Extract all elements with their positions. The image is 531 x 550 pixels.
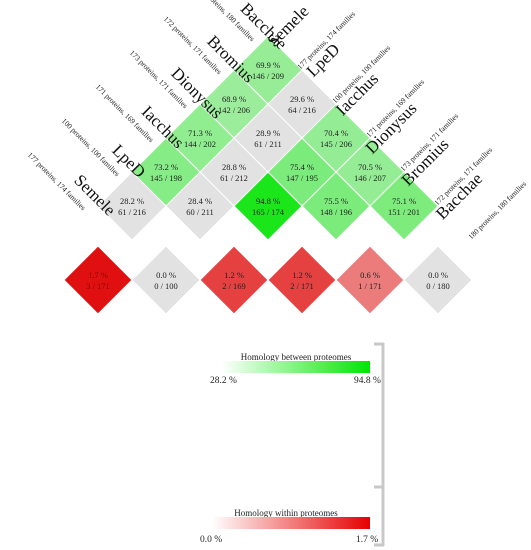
- between-cell-count: 146 / 209: [252, 71, 284, 81]
- within-cell: [267, 245, 337, 315]
- between-cell-percent: 28.9 %: [256, 128, 280, 138]
- within-cell-count: 2 / 171: [290, 281, 314, 291]
- within-cell-count: 0 / 180: [426, 281, 450, 291]
- within-cell-percent: 0.6 %: [360, 270, 380, 280]
- legend-within-title: Homology within proteomes: [234, 508, 338, 518]
- between-cell-percent: 69.9 %: [256, 60, 280, 70]
- right-axis-label-name: LpeD: [303, 40, 344, 81]
- between-cell-percent: 28.4 %: [188, 196, 212, 206]
- within-cell: [335, 245, 405, 315]
- between-cell-percent: 71.3 %: [188, 128, 212, 138]
- between-cell-percent: 70.4 %: [324, 128, 348, 138]
- within-cell-percent: 1.2 %: [292, 270, 312, 280]
- within-cell-percent: 1.7 %: [88, 270, 108, 280]
- between-cell-count: 145 / 198: [150, 173, 182, 183]
- between-cell-count: 165 / 174: [252, 207, 285, 217]
- within-cell: [199, 245, 269, 315]
- legend-between-title: Homology between proteomes: [241, 352, 352, 362]
- between-cell-count: 61 / 211: [254, 139, 282, 149]
- legend-within-max: 1.7 %: [356, 535, 378, 545]
- within-cell: [63, 245, 133, 315]
- between-cell-percent: 28.2 %: [120, 196, 144, 206]
- legend-within-colorbar: [212, 517, 370, 529]
- matrix-cells: 28.2 %61 / 216 28.4 %60 / 211 94.8 %165 / …: [63, 35, 473, 315]
- within-cell-percent: 0.0 %: [428, 270, 448, 280]
- between-cell-percent: 75.1 %: [392, 196, 416, 206]
- within-cell-count: 0 / 100: [154, 281, 178, 291]
- between-cell-count: 144 / 202: [184, 139, 216, 149]
- between-cell-count: 61 / 216: [118, 207, 146, 217]
- between-cell-percent: 68.9 %: [222, 94, 246, 104]
- between-cell-percent: 75.5 %: [324, 196, 348, 206]
- between-cell-count: 146 / 207: [354, 173, 386, 183]
- within-cell-percent: 0.0 %: [156, 270, 176, 280]
- within-cell: [403, 245, 473, 315]
- between-cell-percent: 73.2 %: [154, 162, 178, 172]
- between-cell-percent: 94.8 %: [256, 196, 280, 206]
- between-cell-count: 148 / 196: [320, 207, 352, 217]
- within-cell-count: 2 / 169: [222, 281, 246, 291]
- between-cell: [233, 35, 303, 105]
- between-cell-count: 145 / 206: [320, 139, 352, 149]
- between-cell-percent: 75.4 %: [290, 162, 314, 172]
- legend-within: Homology within proteomes 0.0 % 1.7 %: [200, 508, 378, 545]
- between-cell-count: 142 / 206: [218, 105, 250, 115]
- within-cell-count: 1 / 171: [358, 281, 382, 291]
- left-axis-label-sub: 100 proteins, 100 families: [60, 116, 122, 178]
- within-cell-percent: 1.2 %: [224, 270, 244, 280]
- between-cell-percent: 28.8 %: [222, 162, 246, 172]
- legend-between: Homology between proteomes 28.2 % 94.8 %: [210, 352, 381, 386]
- legend-between-max: 94.8 %: [354, 376, 381, 386]
- between-cell-count: 151 / 201: [388, 207, 420, 217]
- between-cell-count: 61 / 212: [220, 173, 248, 183]
- legend-bracket: [374, 342, 385, 547]
- between-cell-percent: 70.5 %: [358, 162, 382, 172]
- legend-within-min: 0.0 %: [200, 535, 222, 545]
- legend-between-colorbar: [222, 361, 370, 373]
- between-cell-count: 147 / 195: [286, 173, 318, 183]
- within-cell: [131, 245, 201, 315]
- between-cell-count: 64 / 216: [288, 105, 316, 115]
- between-cell-percent: 29.6 %: [290, 94, 314, 104]
- between-cell-count: 60 / 211: [186, 207, 214, 217]
- within-cell-count: 3 / 171: [86, 281, 110, 291]
- legend-between-min: 28.2 %: [210, 376, 237, 386]
